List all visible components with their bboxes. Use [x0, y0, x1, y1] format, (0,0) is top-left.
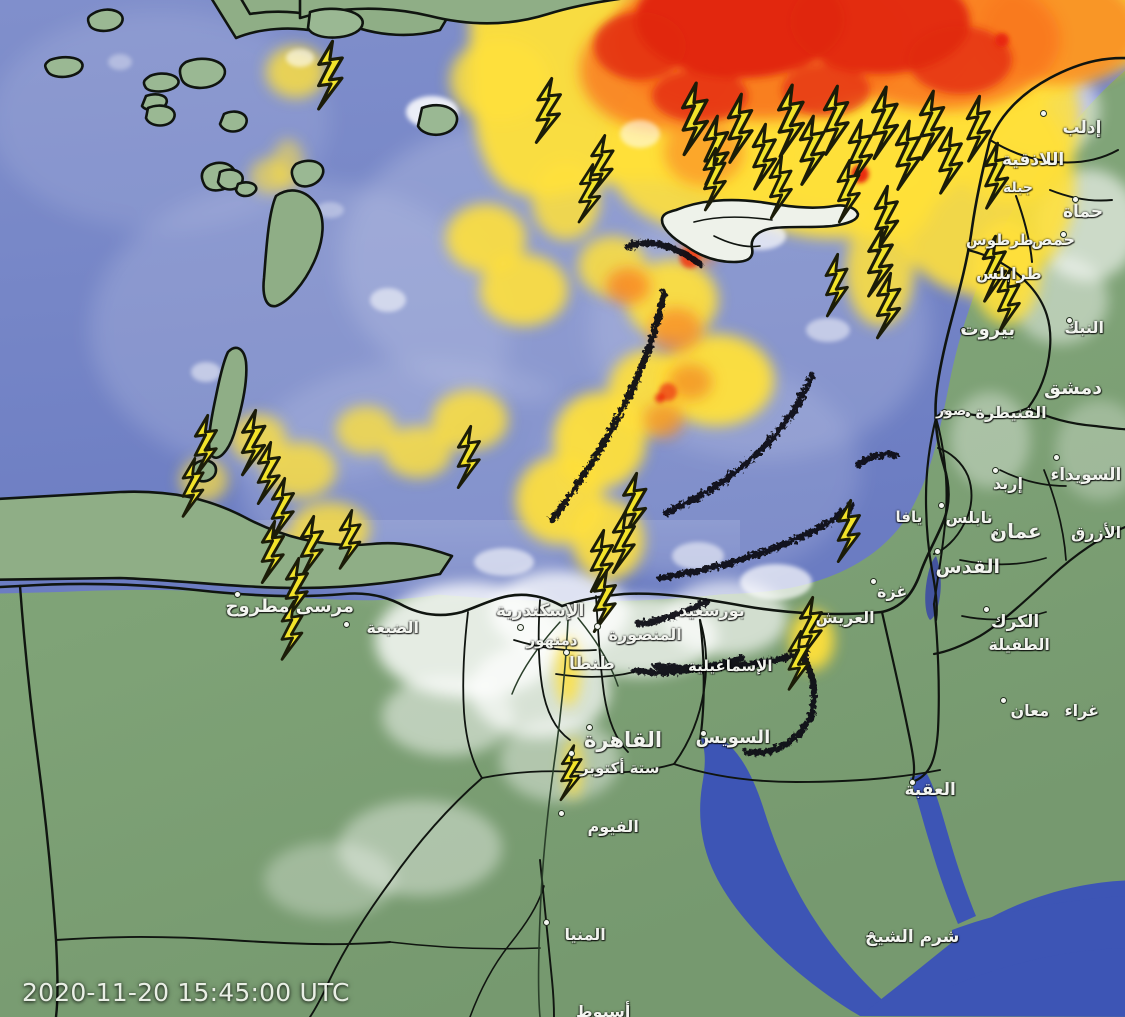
cyprus-internal-line [693, 216, 773, 223]
border-egypt-nilevalley [469, 885, 545, 1017]
border-westbank [933, 447, 973, 555]
border-jordan-internal4 [1043, 469, 1067, 561]
border-syria-jordan [1026, 406, 1125, 431]
border-egypt-west2 [55, 936, 391, 946]
border-syria-3 [1015, 195, 1033, 263]
annotation-arc [548, 289, 668, 524]
nile-river [537, 619, 569, 1017]
annotation-arc [634, 598, 710, 628]
border-israel-sinai [880, 610, 916, 784]
border-egypt-mid [673, 763, 941, 783]
border-egypt-delta-1 [462, 611, 483, 779]
nile-branch-west [511, 621, 561, 695]
coast-karpathos [207, 346, 248, 459]
coast-kasos [190, 459, 218, 483]
border-israel-jordan-rift [933, 417, 948, 605]
annotation-arc [854, 450, 900, 469]
border-egypt-west1 [309, 777, 483, 1017]
cyprus-internal-line2 [713, 235, 761, 248]
coast-delta [0, 582, 564, 617]
cloud-layer [0, 0, 1125, 918]
border-jordan-internal1 [999, 469, 1067, 487]
nile-branch-east [577, 617, 619, 687]
annotation-arc [624, 240, 704, 268]
coast-cyprus [660, 198, 860, 264]
border-turkey-syria [988, 56, 1125, 142]
annotation-arc [662, 371, 816, 517]
gulf-of-aqaba [910, 772, 976, 924]
coast-levant [880, 138, 992, 614]
border-egypt-delta-5 [513, 639, 597, 652]
border-jordan-internal2 [959, 557, 1047, 566]
coast-anatolia [298, 0, 621, 25]
border-egypt-delta-6 [555, 671, 635, 678]
border-jordan-internal3 [961, 611, 1047, 621]
border-jordan-saudi [932, 525, 1125, 656]
coast-rhodes [262, 189, 324, 308]
annotation-arc [630, 654, 746, 676]
border-egypt-libya [18, 584, 59, 1017]
border-syria-2 [1049, 189, 1113, 202]
border-egypt-south-line [389, 941, 541, 950]
aegean-islets [43, 7, 459, 198]
timestamp-readout: 2020-11-20 15:45:00 UTC [22, 978, 350, 1007]
gulf-of-suez [700, 738, 900, 1016]
red-sea-upper [952, 896, 1125, 986]
